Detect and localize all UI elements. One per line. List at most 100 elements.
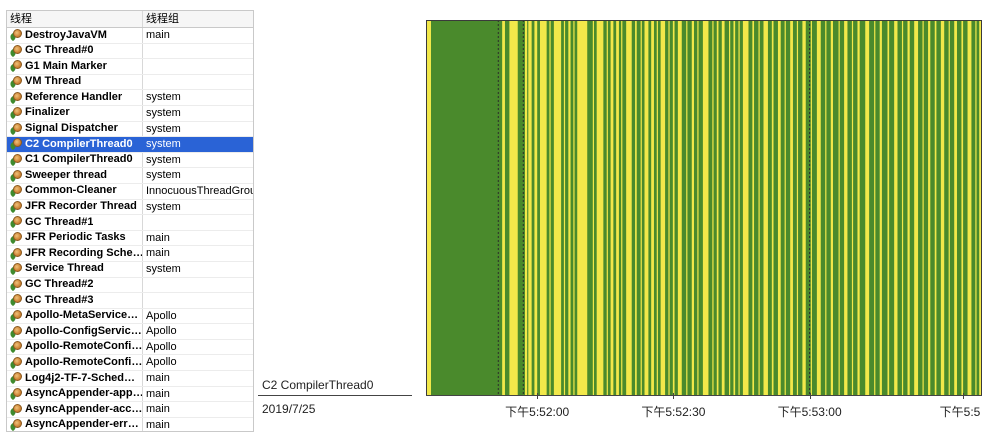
thread-icon: [8, 232, 22, 245]
thread-name-cell: GC Thread#2: [7, 277, 143, 293]
waiting-state-segment: [865, 20, 870, 396]
thread-group-cell: system: [146, 153, 181, 166]
thread-row[interactable]: GC Thread#3: [7, 293, 253, 309]
thread-row[interactable]: Finalizer system: [7, 105, 253, 122]
thread-row[interactable]: GC Thread#0: [7, 43, 253, 60]
thread-group-cell: [143, 44, 253, 59]
thread-row[interactable]: AsyncAppender-app… main: [7, 386, 253, 403]
thread-row[interactable]: AsyncAppender-acc… main: [7, 402, 253, 418]
thread-name-label: Apollo-MetaService…: [25, 309, 139, 322]
waiting-state-segment: [914, 20, 919, 396]
thread-row[interactable]: Common-Cleaner InnocuousThreadGrou: [7, 183, 253, 200]
thread-row[interactable]: Signal Dispatcher system: [7, 121, 253, 138]
waiting-state-segment: [830, 20, 833, 396]
thread-icon: [8, 356, 22, 370]
thread-name-label: C2 CompilerThread0: [25, 137, 133, 150]
thread-row[interactable]: Apollo-ConfigServic… Apollo: [7, 324, 253, 340]
thread-row[interactable]: Reference Handler system: [7, 90, 253, 106]
thread-table[interactable]: 线程 线程组 DestroyJavaVM main GC Thread#0 G1 Ma…: [6, 10, 254, 432]
thread-name-label: GC Thread#1: [25, 215, 94, 228]
thread-group-cell: InnocuousThreadGrou: [146, 184, 253, 197]
thread-row[interactable]: GC Thread#1: [7, 215, 253, 231]
waiting-state-segment: [577, 20, 588, 396]
thread-row[interactable]: Service Thread system: [7, 261, 253, 278]
thread-row[interactable]: GC Thread#2: [7, 277, 253, 294]
thread-row[interactable]: C2 CompilerThread0 system: [7, 137, 253, 153]
thread-row[interactable]: Apollo-RemoteConfi… Apollo: [7, 339, 253, 356]
thread-name-cell: Apollo-ConfigServic…: [7, 324, 143, 339]
waiting-state-segment: [752, 20, 755, 396]
thread-row[interactable]: G1 Main Marker: [7, 59, 253, 75]
thread-row[interactable]: Sweeper thread system: [7, 168, 253, 184]
waiting-state-segment: [668, 20, 670, 396]
waiting-state-segment: [825, 20, 827, 396]
thread-icon: [8, 91, 22, 104]
thread-name-cell: Log4j2-TF-7-Sched…: [7, 371, 143, 386]
waiting-state-segment: [651, 20, 654, 396]
thread-icon: [8, 294, 22, 307]
thread-row[interactable]: JFR Periodic Tasks main: [7, 230, 253, 247]
waiting-state-segment: [729, 20, 731, 396]
time-tick-label: 下午5:53:00: [777, 405, 842, 419]
thread-row[interactable]: JFR Recorder Thread system: [7, 199, 253, 216]
waiting-state-segment: [874, 20, 876, 396]
thread-name-label: JFR Recording Sche…: [25, 246, 142, 259]
thread-row[interactable]: JFR Recording Sche… main: [7, 246, 253, 262]
waiting-state-segment: [644, 20, 649, 396]
thread-group-cell: Apollo: [146, 340, 177, 353]
waiting-state-segment: [857, 20, 860, 396]
waiting-state-segment: [894, 20, 898, 396]
waiting-state-segment: [777, 20, 781, 396]
thread-icon: [8, 403, 22, 416]
thread-row[interactable]: C1 CompilerThread0 system: [7, 152, 253, 169]
waiting-state-segment: [901, 20, 904, 396]
thread-group-cell: main: [146, 372, 170, 385]
thread-group-cell: system: [146, 106, 181, 119]
waiting-state-segment: [838, 20, 840, 396]
waiting-state-segment: [677, 20, 682, 396]
thread-row[interactable]: Apollo-MetaService… Apollo: [7, 308, 253, 325]
thread-icon: [8, 309, 22, 323]
thread-group-cell: system: [146, 138, 181, 151]
waiting-state-segment: [509, 20, 518, 396]
waiting-state-segment: [928, 20, 931, 396]
column-header-thread[interactable]: 线程: [7, 11, 143, 27]
waiting-state-segment: [907, 20, 910, 396]
thread-row[interactable]: AsyncAppender-err… main: [7, 417, 253, 431]
thread-name-cell: Apollo-RemoteConfi…: [7, 355, 143, 371]
waiting-state-segment: [539, 20, 547, 396]
thread-icon: [8, 29, 22, 42]
thread-name-label: Reference Handler: [25, 90, 123, 103]
waiting-state-segment: [975, 20, 977, 396]
thread-name-label: GC Thread#0: [25, 44, 94, 57]
time-tick-mark: [537, 393, 539, 399]
waiting-state-segment: [763, 20, 768, 396]
waiting-state-segment: [844, 20, 848, 396]
waiting-state-segment: [733, 20, 736, 396]
thread-icon: [8, 154, 22, 167]
waiting-state-segment: [721, 20, 725, 396]
thread-row[interactable]: Apollo-RemoteConfi… Apollo: [7, 355, 253, 372]
thread-group-cell: [143, 75, 253, 90]
thread-icon: [8, 325, 22, 338]
thread-name-cell: G1 Main Marker: [7, 59, 143, 74]
thread-group-cell: main: [146, 403, 170, 416]
thread-group-cell: main: [146, 29, 170, 41]
waiting-state-segment: [534, 20, 538, 396]
thread-name-cell: Service Thread: [7, 261, 143, 277]
column-header-thread-group[interactable]: 线程组: [146, 13, 179, 25]
thread-row[interactable]: DestroyJavaVM main: [7, 28, 253, 44]
time-tick-label: 下午5:52:30: [641, 405, 706, 419]
thread-row[interactable]: Log4j2-TF-7-Sched… main: [7, 371, 253, 387]
thread-icon: [8, 122, 22, 136]
thread-table-body: DestroyJavaVM main GC Thread#0 G1 Main Mark…: [7, 28, 253, 431]
thread-state-timeline[interactable]: [426, 20, 982, 396]
waiting-state-segment: [553, 20, 562, 396]
thread-icon: [8, 185, 22, 198]
waiting-state-segment: [851, 20, 854, 396]
thread-name-cell: Common-Cleaner: [7, 183, 143, 199]
time-tick-mark: [809, 393, 811, 399]
thread-name-cell: Finalizer: [7, 105, 143, 121]
thread-row[interactable]: VM Thread: [7, 74, 253, 91]
thread-icon: [8, 200, 22, 214]
